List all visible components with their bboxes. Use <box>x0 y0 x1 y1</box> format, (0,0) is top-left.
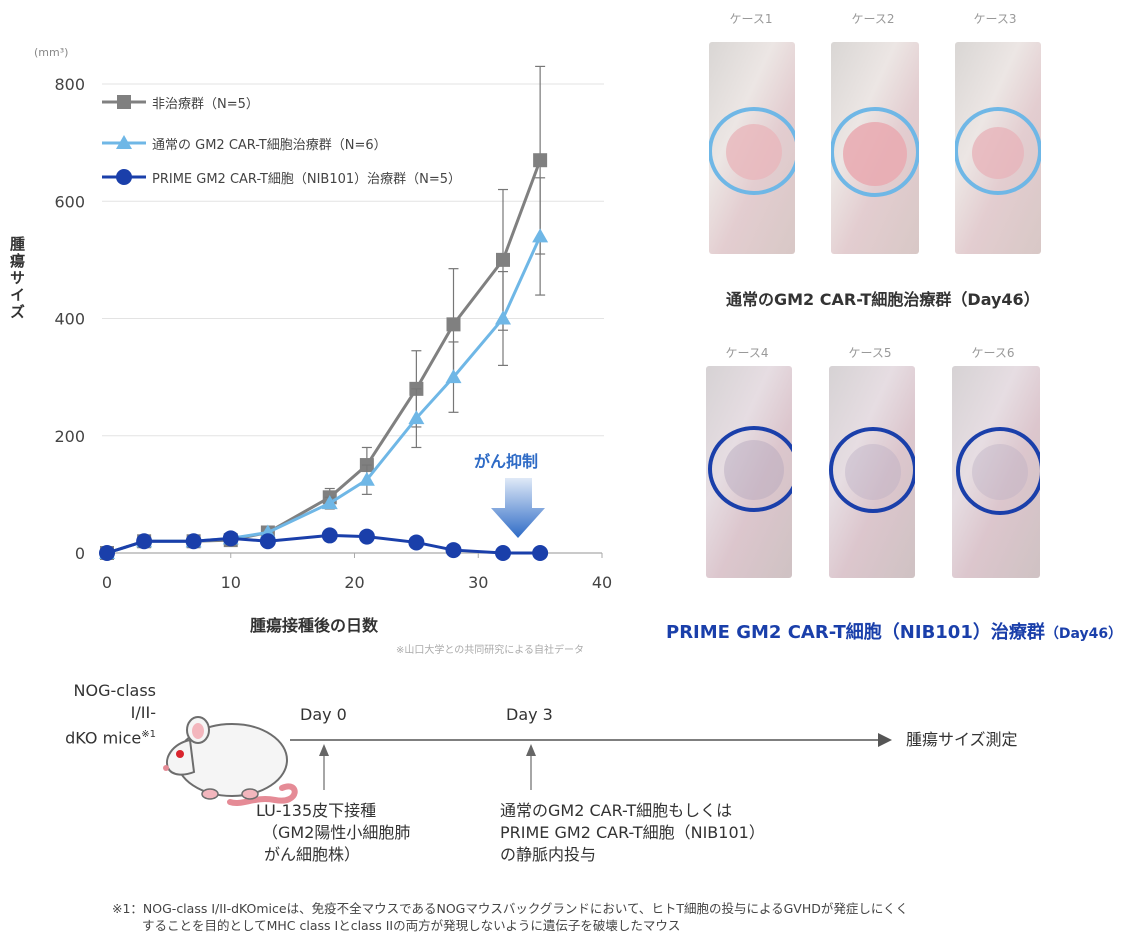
data-point <box>532 228 549 243</box>
y-tick-label-800: 800 <box>54 75 85 94</box>
mouse-photo-case-3 <box>954 42 1042 254</box>
legend-entry-prime: PRIME GM2 CAR-T細胞（NIB101）治療群（N=5） <box>152 172 462 187</box>
mouse-icon <box>163 716 298 806</box>
chart-unit-label: (mm³) <box>34 46 69 59</box>
day0-event-description: LU-135皮下接種 （GM2陽性小細胞肺 がん細胞株） <box>256 800 410 866</box>
mouse-label-line2: dKO mice※1 <box>65 728 156 748</box>
tumor-ring <box>954 107 1042 195</box>
tumor-size-chart: 0 200 400 600 800 0 10 20 30 40 <box>54 65 612 592</box>
data-point <box>496 252 510 267</box>
case-label-5: ケース5 <box>848 346 892 360</box>
data-point <box>495 310 511 325</box>
day3-event-line2: PRIME GM2 CAR-T細胞（NIB101） <box>500 823 765 842</box>
tumor-ring <box>829 427 917 513</box>
chart-xlabel: 腫瘍接種後の日数 <box>250 616 379 635</box>
timeline-axis <box>290 733 892 790</box>
mouse-label-footnote-mark: ※1 <box>141 729 156 740</box>
y-tick-label-200: 200 <box>54 427 85 446</box>
tumor-ring <box>956 427 1044 515</box>
data-point <box>222 530 239 547</box>
footnote-line1: ※1：NOG-class I/II-dKOmiceは、免疫不全マウスであるNOG… <box>112 901 909 916</box>
tumor-ring <box>708 426 800 512</box>
timeline-day0-label: Day 0 <box>300 705 347 724</box>
data-point <box>99 545 115 561</box>
group2-caption-day: （Day46） <box>1044 626 1121 642</box>
chart-grid <box>102 83 604 558</box>
data-point <box>445 542 462 559</box>
chart-series <box>99 65 549 561</box>
data-point <box>445 369 462 384</box>
footnote: ※1：NOG-class I/II-dKOmiceは、免疫不全マウスであるNOG… <box>112 900 908 934</box>
x-tick-label-10: 10 <box>221 573 241 592</box>
series-2 <box>99 527 549 561</box>
legend-entry-untreated: 非治療群（N=5） <box>152 97 259 112</box>
legend-entry-conventional: 通常の GM2 CAR-T細胞治療群（N=6） <box>152 138 387 153</box>
series-line-1 <box>106 235 542 555</box>
data-point <box>358 528 375 545</box>
timeline-arrowhead <box>878 733 892 747</box>
mouse-photo-case-5 <box>829 366 917 578</box>
y-tick-label-0: 0 <box>75 544 85 563</box>
x-tick-label-20: 20 <box>344 573 364 592</box>
mouse-photo-case-1 <box>708 42 800 254</box>
timeline-day3-label: Day 3 <box>506 705 553 724</box>
legend-square-marker <box>117 95 131 109</box>
tumor-ring <box>830 107 920 197</box>
case-label-6: ケース6 <box>971 346 1015 360</box>
chart-annotation-suppression: がん抑制 <box>474 452 539 471</box>
day3-event-line1: 通常のGM2 CAR-T細胞もしくは <box>500 801 733 820</box>
legend-triangle-marker <box>116 135 132 149</box>
tumor-ring <box>708 107 800 195</box>
day0-event-line2: （GM2陽性小細胞肺 <box>262 823 411 842</box>
data-point <box>408 534 425 551</box>
x-tick-label-40: 40 <box>592 573 612 592</box>
day0-event-line1: LU-135皮下接種 <box>256 801 377 820</box>
case-label-4: ケース4 <box>725 346 769 360</box>
group1-caption: 通常のGM2 CAR-T細胞治療群（Day46） <box>726 290 1040 309</box>
mouse-photo-case-4 <box>706 366 800 578</box>
x-tick-label-0: 0 <box>102 573 112 592</box>
chart-ticks: 0 200 400 600 800 0 10 20 30 40 <box>54 75 612 592</box>
mouse-photo-case-6 <box>952 366 1044 578</box>
data-point <box>495 545 511 561</box>
data-point <box>321 495 338 510</box>
chart-source-note: ※山口大学との共同研究による自社データ <box>396 645 584 656</box>
day3-event-line3: の静脈内投与 <box>500 845 597 864</box>
data-point <box>185 533 202 550</box>
day0-event-line3: がん細胞株） <box>264 845 361 864</box>
legend-circle-marker <box>116 169 132 185</box>
data-point <box>532 545 549 561</box>
group2-caption: PRIME GM2 CAR-T細胞（NIB101）治療群（Day46） <box>666 618 1121 644</box>
case-label-3: ケース3 <box>973 12 1017 26</box>
mouse-photo-case-2 <box>830 42 920 254</box>
data-point <box>408 410 425 425</box>
group2-caption-main: PRIME GM2 CAR-T細胞（NIB101）治療群 <box>666 622 1045 643</box>
timeline-end-label: 腫瘍サイズ測定 <box>906 730 1018 749</box>
day3-event-description: 通常のGM2 CAR-T細胞もしくは PRIME GM2 CAR-T細胞（NIB… <box>500 800 765 866</box>
chart-ylabel: 腫瘍サイズ <box>8 236 26 321</box>
case-label-2: ケース2 <box>851 12 895 26</box>
day0-marker-arrow <box>319 744 329 756</box>
footnote-line2: することを目的としてMHC class Iとclass IIの両方が発現しないよ… <box>142 918 681 933</box>
case-label-1: ケース1 <box>729 12 773 26</box>
data-point <box>136 533 153 550</box>
y-tick-label-400: 400 <box>54 310 85 329</box>
mouse-label-line1: NOG-class I/II- <box>73 681 156 722</box>
day3-marker-arrow <box>526 744 536 756</box>
y-tick-label-600: 600 <box>54 192 85 211</box>
data-point <box>259 533 276 550</box>
x-tick-label-30: 30 <box>468 573 488 592</box>
data-point <box>533 153 548 168</box>
data-point <box>358 471 375 486</box>
suppression-arrow <box>491 478 545 538</box>
mouse-model-label: NOG-class I/II- dKO mice※1 <box>46 680 156 749</box>
legend-markers <box>102 95 146 185</box>
chart-legend: 非治療群（N=5） 通常の GM2 CAR-T細胞治療群（N=6） PRIME … <box>100 90 520 190</box>
data-point <box>446 317 461 332</box>
data-point <box>321 527 338 544</box>
